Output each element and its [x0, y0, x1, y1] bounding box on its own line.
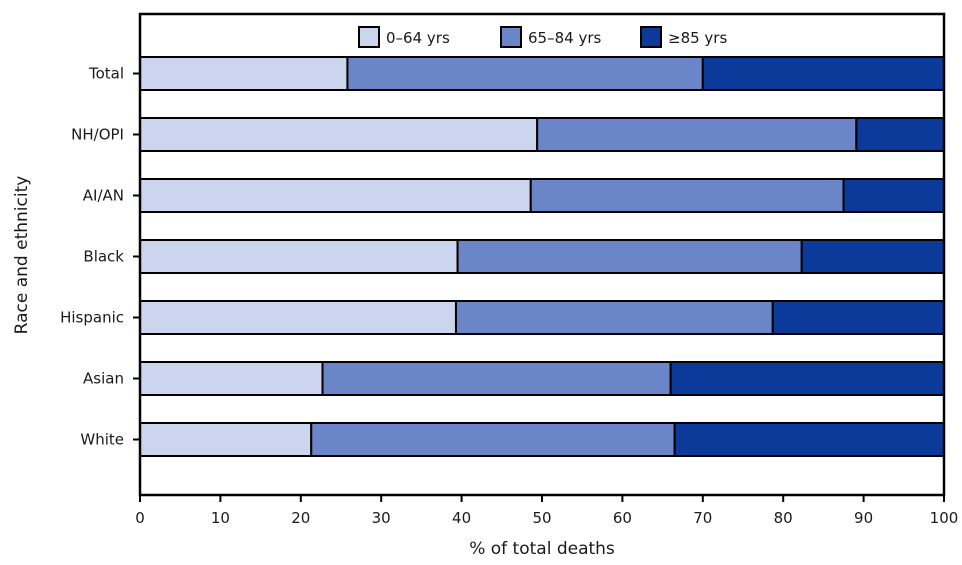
bar-segment-nh-opi-s0	[139, 117, 539, 152]
bar-segment-total-s0	[139, 56, 349, 91]
x-axis-title: % of total deaths	[469, 539, 615, 559]
y-axis: Total NH/OPI AI/AN Black Hispanic Asian White	[60, 65, 140, 449]
legend-label: 65–84 yrs	[528, 29, 601, 47]
x-tick-label: 10	[211, 509, 230, 527]
bar-segment-hispanic-s1	[454, 300, 774, 335]
category-label: Hispanic	[60, 309, 124, 327]
bar-segment-total-s1	[346, 56, 704, 91]
x-tick-label: 30	[372, 509, 391, 527]
x-tick-label: 50	[532, 509, 551, 527]
legend-swatch	[358, 26, 380, 48]
x-tick-label: 80	[774, 509, 793, 527]
bar-segment-black-s2	[800, 239, 946, 274]
x-tick-label: 20	[291, 509, 310, 527]
y-axis-title: Race and ethnicity	[12, 176, 32, 335]
legend-label: 0–64 yrs	[386, 29, 450, 47]
bar-segment-asian-s0	[139, 361, 324, 396]
x-tick-label: 70	[693, 509, 712, 527]
category-label: White	[80, 431, 124, 449]
bar-segment-white-s0	[139, 422, 313, 457]
bar-segment-nh-opi-s2	[855, 117, 946, 152]
legend-label: ≥85 yrs	[668, 29, 727, 47]
bar-segment-total-s2	[701, 56, 945, 91]
bar-segment-ai-an-s0	[139, 178, 532, 213]
x-tick-label: 0	[135, 509, 145, 527]
bars-layer	[139, 56, 946, 457]
bar-segment-hispanic-s0	[139, 300, 457, 335]
legend-swatch	[500, 26, 522, 48]
x-tick-label: 60	[613, 509, 632, 527]
x-axis: 0 10 20 30 40 50 60 70 80 90 100	[135, 495, 958, 527]
bar-segment-nh-opi-s1	[536, 117, 858, 152]
x-tick-label: 100	[930, 509, 959, 527]
bar-segment-hispanic-s2	[771, 300, 945, 335]
category-label: Total	[88, 65, 124, 83]
x-tick-label: 40	[452, 509, 471, 527]
category-label: Black	[83, 248, 124, 266]
bar-segment-ai-an-s1	[529, 178, 845, 213]
category-label: AI/AN	[83, 187, 124, 205]
bar-segment-white-s1	[310, 422, 676, 457]
bar-segment-asian-s1	[321, 361, 672, 396]
bar-segment-black-s0	[139, 239, 459, 274]
bar-segment-white-s2	[673, 422, 945, 457]
legend: 0–64 yrs 65–84 yrs ≥85 yrs	[358, 26, 727, 48]
bar-segment-ai-an-s2	[842, 178, 945, 213]
bar-segment-black-s1	[456, 239, 803, 274]
x-tick-label: 90	[854, 509, 873, 527]
bar-segment-asian-s2	[669, 361, 945, 396]
category-label: Asian	[83, 370, 124, 388]
legend-swatch	[640, 26, 662, 48]
category-label: NH/OPI	[71, 126, 124, 144]
